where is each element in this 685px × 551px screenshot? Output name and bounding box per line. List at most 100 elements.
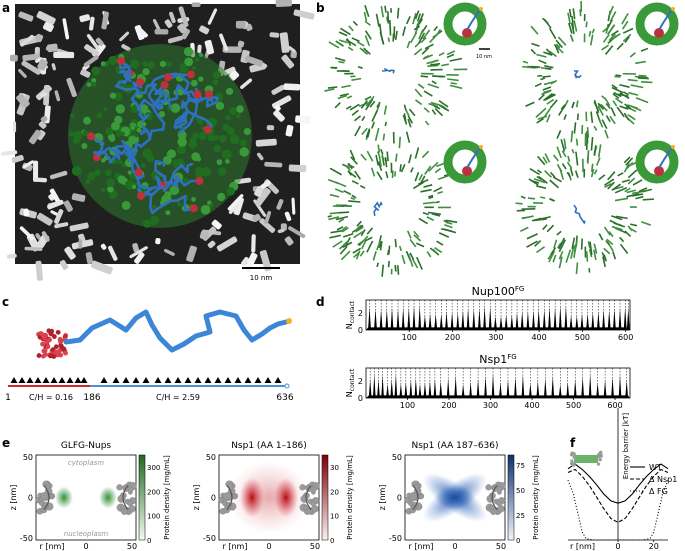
plot-frame [365, 299, 631, 331]
fg-strand [341, 226, 349, 233]
scaffold-protein [207, 240, 216, 249]
fg-strand [575, 151, 579, 166]
y-tick-label: 0 [397, 494, 402, 503]
fg-strand [340, 225, 348, 233]
fg-motif-marker [164, 377, 172, 383]
fg-strand [567, 155, 571, 162]
fg-strand [627, 177, 636, 185]
fg-strand [608, 231, 614, 238]
fg-strand [329, 193, 340, 198]
fg-strand [597, 105, 604, 116]
fg-strand [573, 122, 577, 134]
nsp1-chains [86, 57, 219, 215]
fg-strand [400, 163, 406, 173]
ch-label-n-terminal: C/H = 0.16 [29, 393, 73, 402]
scaffold-protein [53, 51, 75, 59]
fg-strand [349, 149, 356, 161]
scaffold-bead [409, 492, 418, 501]
pore-icon-channel [574, 455, 598, 463]
fg-strand [607, 5, 615, 18]
nsp1-n-terminal-bead [53, 344, 59, 350]
fg-nup-bead [150, 215, 160, 225]
fg-strand [430, 101, 443, 107]
fg-strand [410, 167, 414, 173]
fg-strand [413, 230, 420, 238]
nsp1-n-terminal-cluster [193, 90, 202, 99]
fg-strand [558, 105, 566, 116]
fg-nup-bead [198, 76, 204, 82]
fg-strand [427, 64, 439, 68]
scaffold-protein [22, 160, 35, 169]
nsp1-n-terminal-cluster [116, 57, 125, 66]
x-tick-label: 500 [566, 401, 581, 410]
chart-title: Nsp1FG [479, 353, 516, 366]
fg-strand [540, 77, 546, 81]
ring-snapshot-3 [327, 136, 458, 277]
fg-strand [556, 146, 562, 159]
y-tick-label: 0 [28, 494, 33, 503]
fg-strand [544, 153, 551, 163]
scaffold-protein [54, 222, 69, 229]
fg-strand [364, 35, 371, 47]
scaffold-protein [86, 34, 100, 51]
fg-strand [598, 233, 604, 241]
scaffold-protein [62, 18, 70, 40]
fg-strand [556, 130, 562, 139]
fg-strand [526, 240, 538, 248]
fg-strand [338, 241, 348, 250]
colorbar-tick-label: 0 [330, 537, 334, 545]
nsp1-n-terminal-cluster [136, 78, 145, 87]
scaffold-protein [47, 199, 64, 210]
fg-strand [589, 241, 593, 255]
fg-strand [566, 171, 571, 178]
fg-nup-bead [110, 121, 120, 131]
fg-strand [536, 117, 544, 124]
fg-nup-bead [217, 167, 227, 176]
fg-nup-bead [213, 134, 220, 141]
fg-strand [542, 224, 548, 231]
legend-label: Δ Nsp1 [649, 475, 677, 484]
fg-nup-bead [221, 149, 232, 160]
fg-strand [527, 197, 536, 200]
fg-strand [614, 197, 629, 202]
fg-strand [605, 98, 611, 107]
fg-nup-bead [228, 107, 237, 116]
density-map-nsp1-n: Nsp1 (AA 1–186) 50 0 -50 z [nm] r [nm] 0 50 30 20… [192, 441, 354, 551]
nsp1-n-terminal-bead [61, 346, 67, 352]
fg-strand [575, 100, 579, 108]
fg-nup-bead [199, 52, 204, 58]
colorbar-tick-label: 20 [330, 488, 339, 496]
x-tick-label: 300 [483, 401, 498, 410]
fg-strand [377, 144, 381, 153]
fg-strand [573, 20, 578, 32]
fg-strand [363, 47, 371, 55]
fg-nup-bead [235, 113, 241, 118]
fg-strand [610, 30, 619, 36]
membrane-curve [122, 485, 129, 510]
fg-strand [446, 53, 455, 59]
fg-strand [627, 169, 638, 179]
fg-nup-bead [189, 136, 197, 144]
y-tick-label: 0 [358, 394, 363, 403]
pore-icon-scaffold [598, 454, 602, 458]
scaffold-protein [35, 33, 44, 43]
fg-strand [601, 44, 610, 51]
scaffold-protein [95, 37, 104, 47]
panel-a-letter: a [2, 1, 10, 15]
fg-strand [552, 176, 562, 183]
fg-strand [343, 232, 354, 238]
schematic-torus [635, 2, 679, 46]
fg-nup-bead [179, 63, 187, 70]
fg-strand [360, 99, 368, 109]
x-tick-label: 100 [400, 401, 415, 410]
fg-motif-marker [244, 377, 252, 383]
scaffold-protein [20, 34, 34, 47]
fg-nup-bead [159, 60, 167, 68]
fg-strand [382, 133, 386, 141]
fg-strand [375, 13, 380, 27]
fg-strand [420, 37, 427, 43]
fg-strand [623, 112, 630, 121]
fg-strand [355, 226, 364, 233]
fg-strand [381, 264, 384, 277]
fg-strand [365, 98, 374, 111]
